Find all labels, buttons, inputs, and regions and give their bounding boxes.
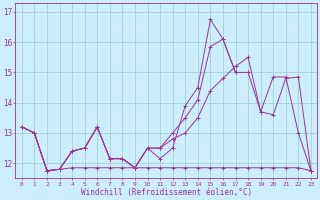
X-axis label: Windchill (Refroidissement éolien,°C): Windchill (Refroidissement éolien,°C) [81, 188, 252, 197]
